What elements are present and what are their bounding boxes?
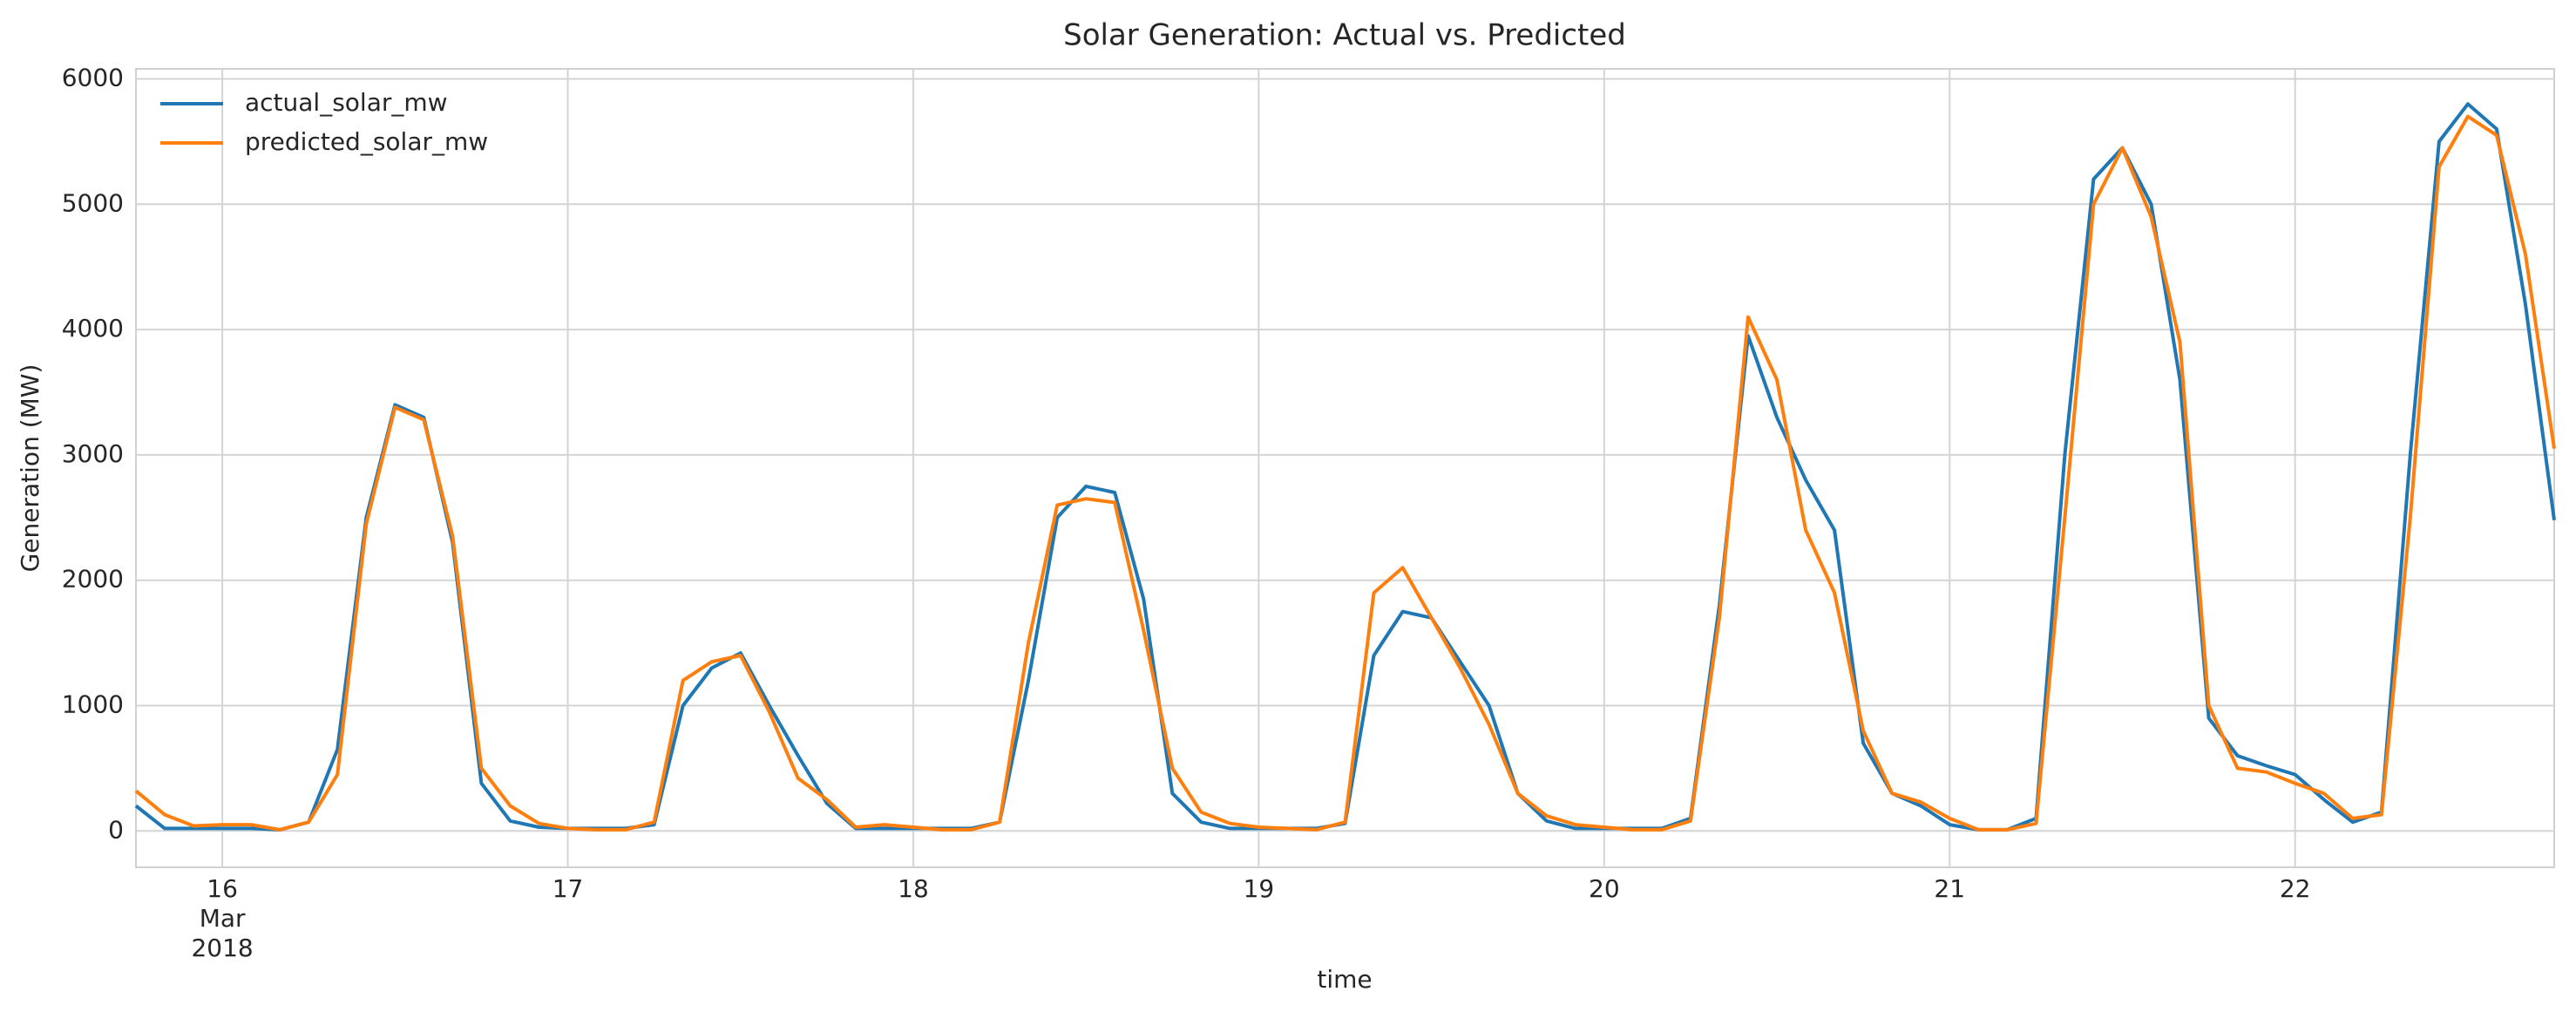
legend-label: predicted_solar_mw [245,127,488,156]
chart-title: Solar Generation: Actual vs. Predicted [1063,18,1626,53]
y-axis-label: Generation (MW) [16,364,44,573]
x-axis-label: time [1317,965,1372,994]
x-tick-label: 17 [552,874,584,903]
y-tick-label: 5000 [62,188,124,217]
y-tick-label: 4000 [62,314,124,343]
x-tick-label: 22 [2280,874,2311,903]
y-tick-label: 3000 [62,439,124,468]
legend-label: actual_solar_mw [245,88,448,117]
x-tick-sublabel: Mar [200,904,246,933]
y-tick-label: 1000 [62,689,124,718]
x-tick-label: 18 [898,874,929,903]
x-tick-label: 16 [207,874,238,903]
x-tick-label: 20 [1589,874,1620,903]
y-tick-label: 6000 [62,64,124,92]
x-tick-label: 19 [1244,874,1275,903]
x-tick-label: 21 [1934,874,1965,903]
x-tick-sublabel: 2018 [191,934,253,962]
series-line [134,114,2556,832]
legend: actual_solar_mw predicted_solar_mw [160,88,488,156]
y-tick-label: 2000 [62,565,124,594]
y-tick-label: 0 [108,815,124,844]
